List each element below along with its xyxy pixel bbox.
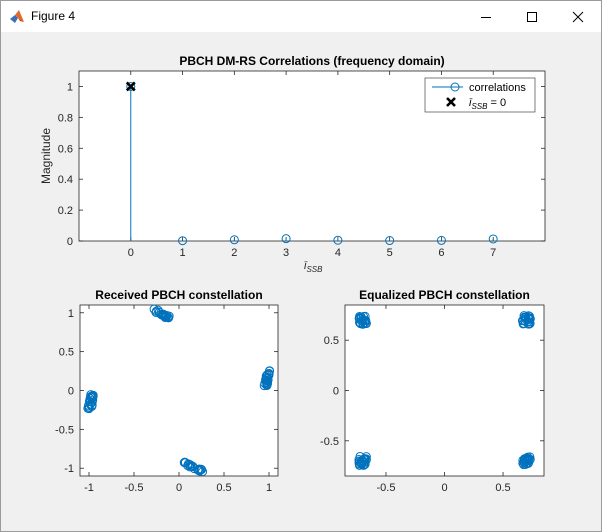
maximize-button[interactable] [509, 1, 555, 32]
x-tick-label: -0.5 [376, 482, 395, 494]
minimize-button[interactable] [463, 1, 509, 32]
received-symbol [84, 402, 94, 412]
legend-box [424, 77, 536, 113]
y-tick-label: 1 [68, 308, 74, 320]
equalized-symbol [354, 314, 364, 324]
y-tick-label: 0.6 [58, 143, 73, 155]
legend-marker-selected [446, 97, 456, 107]
x-tick-label: 4 [335, 247, 341, 259]
y-tick-label: 0 [68, 386, 74, 398]
title-bar[interactable]: Figure 4 [1, 1, 601, 32]
y-tick-label: -1 [64, 463, 74, 475]
x-tick-label: 0 [128, 247, 134, 259]
legend-label-selected: īSSB = 0 [469, 97, 506, 111]
selected-index-marker [125, 81, 136, 92]
correlation-point [281, 234, 291, 244]
equalized-symbol [522, 453, 532, 463]
x-tick-label: 1 [266, 482, 272, 494]
correlation-point [385, 236, 395, 246]
equalized-symbol [360, 454, 370, 464]
x-tick-label: 0 [176, 482, 182, 494]
y-tick-label: -0.5 [320, 436, 339, 448]
correlation-point [178, 236, 188, 246]
received-symbol [261, 375, 271, 385]
equalized-symbol [357, 316, 367, 326]
y-tick-label: 0.5 [59, 347, 74, 359]
y-tick-label: 0.5 [324, 335, 339, 347]
correlation-point [126, 81, 136, 91]
x-tick-label: 2 [231, 247, 237, 259]
received-constellation-axes [79, 304, 279, 477]
x-tick-label: -0.5 [125, 482, 144, 494]
y-tick-label: -0.5 [55, 424, 74, 436]
received-symbol [196, 464, 206, 474]
correlation-point [488, 234, 498, 244]
equalized-symbol [361, 455, 371, 465]
x-tick-label: 6 [438, 247, 444, 259]
window-title: Figure 4 [31, 9, 76, 23]
received-symbol [162, 311, 172, 321]
y-tick-label: 0 [67, 236, 73, 248]
y-tick-label: 0 [333, 386, 339, 398]
equalized-symbol [518, 458, 528, 468]
equalized-symbol [524, 313, 534, 323]
matlab-icon [10, 10, 24, 23]
x-tick-label: 5 [387, 247, 393, 259]
x-tick-label: 7 [490, 247, 496, 259]
received-symbol [262, 380, 272, 390]
y-tick-label: 0.8 [58, 112, 73, 124]
correlations-ylabel: Magnitude [39, 128, 53, 184]
close-button[interactable] [555, 1, 601, 32]
equalized-symbol [359, 312, 369, 322]
equalized-constellation-axes [344, 304, 545, 477]
received-symbol [198, 467, 208, 477]
equalized-symbol [354, 459, 364, 469]
minimize-icon [481, 16, 491, 18]
received-symbol [188, 462, 198, 472]
received-symbol [262, 370, 272, 380]
received-symbol [87, 397, 97, 407]
close-icon [572, 11, 584, 22]
x-tick-label: 3 [283, 247, 289, 259]
received-symbol [195, 465, 205, 475]
equalized-symbol [358, 460, 368, 470]
correlation-point [333, 235, 343, 245]
equalized-constellation-title: Equalized PBCH constellation [359, 288, 530, 302]
equalized-symbol [518, 455, 528, 465]
equalized-symbol [519, 311, 529, 321]
received-constellation-title: Received PBCH constellation [95, 288, 262, 302]
received-symbol [158, 309, 168, 319]
correlation-point [229, 235, 239, 245]
equalized-symbol [361, 452, 371, 462]
x-tick-label: 0 [441, 482, 447, 494]
equalized-symbol [523, 458, 533, 468]
x-tick-label: 0.5 [495, 482, 510, 494]
correlation-point [436, 235, 446, 245]
x-tick-label: 0.5 [216, 482, 231, 494]
received-symbol [179, 458, 189, 468]
x-tick-label: -1 [84, 482, 94, 494]
y-tick-label: 0.4 [58, 174, 73, 186]
received-symbol [88, 391, 98, 401]
legend-marker-correlations [450, 82, 460, 92]
correlations-chart-title: PBCH DM-RS Correlations (frequency domai… [179, 54, 444, 68]
x-tick-label: 1 [179, 247, 185, 259]
equalized-symbol [357, 316, 367, 326]
figure-canvas: 0 1 2 3 4 5 6 7 0 0.2 0.4 0.6 0.8 1 PBCH DM-RS Correla… [39, 54, 546, 494]
y-tick-label: 0.2 [58, 205, 73, 217]
maximize-icon [527, 11, 537, 22]
y-tick-label: 1 [67, 81, 73, 93]
correlations-xlabel: īSSB [304, 260, 323, 274]
legend-label-correlations: correlations [469, 82, 526, 94]
